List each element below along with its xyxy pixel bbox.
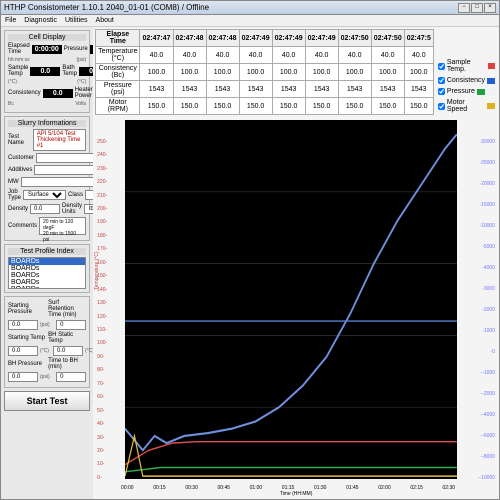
jobtype-label: Job Type [8,189,21,201]
start-pressure-value[interactable]: 0.0 [8,320,38,330]
customer-label: Customer [8,155,34,161]
additives-input[interactable] [34,165,93,175]
profile-title: Test Profile Index [8,248,86,255]
class-input[interactable] [85,190,93,200]
start-test-button[interactable]: Start Test [4,391,90,411]
comments-value[interactable]: 20 min to 120 degF 20 min to 1500 psi [39,217,86,235]
bh-pressure-value[interactable]: 0.0 [8,372,38,382]
menu-utilities[interactable]: Utilities [65,17,88,24]
chart-svg [125,120,457,479]
comments-label: Comments [8,223,37,229]
density-units-label: Density Units [62,203,82,215]
legend-item: Sample Temp. [438,59,495,73]
slurry-panel: Slurry Informations Test NameAPI 5/104 T… [4,116,90,241]
maximize-button[interactable]: □ [471,3,483,13]
bath-temp-label: Bath Temp [62,65,77,77]
bh-pressure-label: BH Pressure [8,361,46,367]
menubar: File Diagnostic Utilities About [1,15,499,27]
plot-area [125,120,457,479]
elapsed-label: Elapsed Time [8,43,30,55]
bath-temp-value: 0.0 [79,67,93,76]
list-item[interactable]: BOARDs [9,286,85,289]
sample-temp-value: 0.0 [30,67,60,76]
additives-label: Additives [8,167,32,173]
pressure-label: Pressure [64,46,88,52]
slurry-title: Slurry Informations [8,120,86,127]
close-button[interactable]: × [484,3,496,13]
profile-listbox[interactable]: BOARDs BOARDs BOARDs BOARDs BOARDs [8,257,86,289]
testname-label: Test Name [8,134,31,146]
sample-temp-label: Sample Temp [8,65,28,77]
list-item[interactable]: BOARDs [9,272,85,279]
data-table: Elapse Time02:47:4702:47:4802:47:4802:47… [95,29,434,115]
density-label: Density [8,206,28,212]
testname-value: API 5/104 Test Thickening Time #1 [33,129,86,151]
temp-line [125,442,457,465]
start-temp-label: Starting Temp [8,335,46,341]
bh-static-value[interactable]: 0.0 [53,346,83,356]
time-bh-label: Time to BH (min) [48,358,86,370]
start-pressure-label: Starting Pressure [8,303,46,315]
jobtype-select[interactable]: Surface [23,190,66,200]
heater-label: Heater Power [75,87,93,99]
pressure-line [125,468,457,472]
cell-title: Cell Display [8,34,86,41]
params-panel: Starting PressureSurf Retention Time (mi… [4,296,90,388]
bh-static-label: BH Static Temp [48,332,86,344]
list-item[interactable]: BOARDs [9,265,85,272]
legend-item: Consistency [438,77,495,84]
customer-input[interactable] [36,153,93,163]
profile-panel: Test Profile Index BOARDs BOARDs BOARDs … [4,244,90,293]
chart-area: Temperature (°C) Time (HH:MM) 0-10-20-30… [95,115,497,497]
consistency-label: Consistency [8,90,41,96]
time-bh-value[interactable]: 0 [56,372,86,382]
class-label: Class [68,192,83,198]
legend-item: Motor Speed [438,99,495,113]
elapsed-value: 0:00:00 [32,45,62,54]
density-value[interactable]: 0.0 [30,204,60,214]
surf-retention-label: Surf Retention Time (min) [48,300,86,318]
start-temp-value[interactable]: 0.0 [8,346,38,356]
list-item[interactable]: BOARDs [9,279,85,286]
mw-input[interactable] [21,177,94,187]
x-axis-title: Time (HH:MM) [280,491,313,497]
surf-retention-value[interactable]: 0 [56,320,86,330]
menu-file[interactable]: File [5,17,16,24]
menu-about[interactable]: About [96,17,114,24]
legend-item: Pressure [438,88,485,95]
consistency-value: 0.0 [43,89,73,98]
cell-display-panel: Cell Display Elapsed Time0:00:00Pressure… [4,30,90,113]
mw-label: MW [8,179,19,185]
minimize-button[interactable]: − [458,3,470,13]
list-item[interactable]: BOARDs [9,258,85,265]
y-axis-left-title: Temperature (°C) [94,251,100,289]
density-units-select[interactable]: lb/gal [84,204,93,214]
legend: Sample Temp. Consistency Pressure Motor Spe… [434,29,497,115]
consistency-line [125,134,457,450]
titlebar: HTHP Consistometer 1.10.1 2040_01-01 (CO… [1,1,499,15]
window-title: HTHP Consistometer 1.10.1 2040_01-01 (CO… [4,3,209,12]
menu-diagnostic[interactable]: Diagnostic [24,17,57,24]
